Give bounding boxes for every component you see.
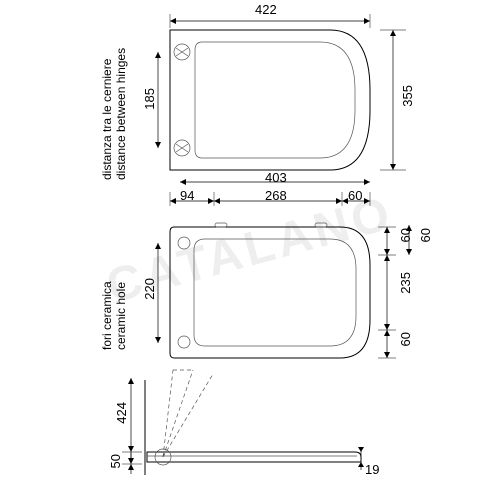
dim-50 bbox=[122, 452, 140, 472]
dim-far-right-60 bbox=[400, 225, 418, 255]
dim-355-text: 355 bbox=[400, 85, 415, 107]
dim-19-text: 19 bbox=[365, 462, 379, 477]
mid-view-shape bbox=[170, 225, 370, 360]
top-view-shape bbox=[170, 30, 370, 170]
label-hinges-it: distanza tra le cerniere bbox=[100, 30, 114, 180]
dim-422-text: 422 bbox=[255, 2, 277, 17]
dim-185-text: 185 bbox=[142, 88, 157, 110]
dim-424-text: 424 bbox=[114, 402, 129, 424]
label-hinges-en: distance between hinges bbox=[114, 30, 128, 180]
dim-19 bbox=[356, 452, 366, 476]
label-ceramic-it: fori ceramica bbox=[100, 240, 114, 350]
dim-268-text: 268 bbox=[265, 188, 287, 203]
dim-50-text: 50 bbox=[108, 454, 123, 468]
label-ceramic-en: ceramic hole bbox=[114, 240, 128, 350]
dim-60-text: 60 bbox=[348, 188, 362, 203]
dim-220-text: 220 bbox=[142, 278, 157, 300]
drawing-container: 422 355 185 distanza tra le cerniere dis… bbox=[0, 0, 500, 500]
dim-94-text: 94 bbox=[180, 188, 194, 203]
dim-right-triple bbox=[378, 225, 396, 360]
dim-far60-text: 60 bbox=[418, 228, 433, 242]
side-view-shape bbox=[145, 380, 375, 480]
dim-r235-text: 235 bbox=[398, 272, 413, 294]
dim-r60b-text: 60 bbox=[398, 332, 413, 346]
dim-403-text: 403 bbox=[265, 170, 287, 185]
